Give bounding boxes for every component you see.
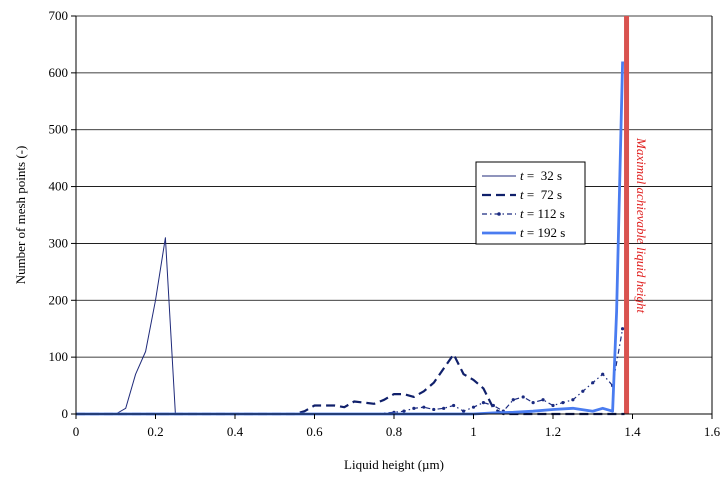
series-2-point-19 (531, 401, 535, 405)
series-2-point-8 (422, 405, 426, 409)
legend: t = 32 s t = 72 s t = 112 s t = 192 s (475, 161, 586, 245)
y-tick-label-4: 400 (49, 179, 69, 194)
series-2-point-22 (561, 401, 565, 405)
tick-labels: 0 0.2 0.4 0.6 0.8 1 1.2 1.4 1.6 0 100 200 300 400 500 6… (49, 8, 721, 439)
series-2-point-15 (491, 403, 495, 408)
x-tick-label-8: 1.6 (704, 424, 721, 439)
x-tick-label-4: 0.8 (386, 424, 402, 439)
x-tick-label-0: 0 (73, 424, 80, 439)
series-line-0 (76, 237, 625, 415)
series-2-point-6 (402, 409, 406, 413)
series-2-point-18 (521, 395, 525, 399)
y-tick-label-3: 300 (49, 235, 69, 250)
series-2-point-10 (442, 406, 446, 410)
legend-label-2: t = 112 s (520, 206, 565, 221)
x-tick-label-1: 0.2 (147, 424, 163, 439)
x-tick-label-2: 0.4 (227, 424, 244, 439)
series-2-point-20 (541, 398, 545, 402)
y-tick-label-6: 600 (49, 65, 69, 80)
series-2-point-13 (471, 405, 476, 409)
y-tick-label-7: 700 (49, 8, 69, 23)
series-line-2 (76, 328, 624, 415)
y-tick-label-1: 100 (49, 349, 69, 364)
y-tick-label-5: 500 (49, 122, 69, 137)
series-2-point-24 (581, 389, 585, 393)
series-2-point-17 (511, 398, 515, 402)
x-tick-label-3: 0.6 (306, 424, 323, 439)
y-tick-label-2: 200 (49, 292, 69, 307)
series-2-point-25 (591, 381, 595, 385)
series-2-point-26 (601, 372, 605, 376)
series-2-point-21 (551, 403, 555, 408)
series-2-point-9 (432, 407, 436, 412)
y-axis-label: Number of mesh points (-) (13, 146, 28, 285)
y-tick-label-0: 0 (62, 406, 69, 421)
max-height-annotation: Maximal achievable liquid height (634, 137, 649, 313)
legend-label-3: t = 192 s (520, 225, 565, 240)
x-tick-label-6: 1.2 (545, 424, 561, 439)
x-tick-label-7: 1.4 (624, 424, 641, 439)
x-axis-label: Liquid height (µm) (344, 457, 444, 472)
legend-label-0: t = 32 s (520, 168, 562, 183)
series-2-point-11 (452, 403, 456, 408)
series-2-point-12 (461, 409, 466, 413)
series-2-point-7 (412, 406, 416, 410)
x-tick-label-5: 1 (470, 424, 477, 439)
series-line-1 (76, 353, 625, 416)
legend-marker-2 (497, 212, 501, 216)
series-2-point-28 (620, 327, 625, 331)
grid-lines (76, 15, 712, 415)
series-2-point-14 (481, 401, 486, 405)
series-2-point-23 (571, 398, 575, 402)
axes (71, 15, 713, 419)
legend-label-1: t = 72 s (520, 187, 562, 202)
